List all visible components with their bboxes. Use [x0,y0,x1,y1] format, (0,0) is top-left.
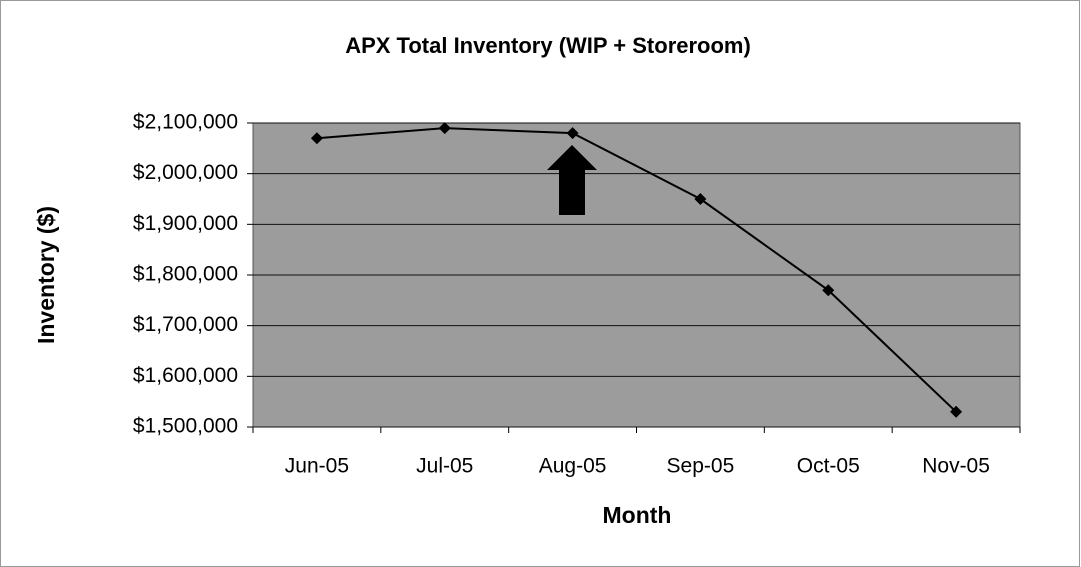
x-axis-title: Month [603,502,672,528]
annotation-arrow [547,145,597,215]
data-point [822,284,835,297]
data-point [566,127,579,140]
series-line [316,127,957,413]
y-tick-label: $2,000,000 [133,161,238,184]
x-tick-label: Jul-05 [416,455,473,478]
y-tick-label: $1,600,000 [133,364,238,387]
y-tick-label: $1,500,000 [133,415,238,438]
x-tick-label: Jun-05 [285,455,349,478]
y-tick-label: $1,900,000 [133,212,238,235]
y-tick-label: $2,100,000 [133,111,238,134]
data-point [694,193,707,205]
x-tick-label: Nov-05 [922,455,990,478]
y-axis-title: Inventory ($) [33,206,59,344]
chart-title: APX Total Inventory (WIP + Storeroom) [345,33,751,58]
x-tick-label: Aug-05 [539,455,607,478]
y-tick-label: $1,700,000 [133,313,238,336]
y-tick-label: $1,800,000 [133,263,238,286]
x-tick-label: Sep-05 [667,455,735,478]
x-tick-label: Oct-05 [797,455,860,478]
data-point [310,132,323,145]
data-point [950,405,963,418]
data-point [438,122,451,135]
